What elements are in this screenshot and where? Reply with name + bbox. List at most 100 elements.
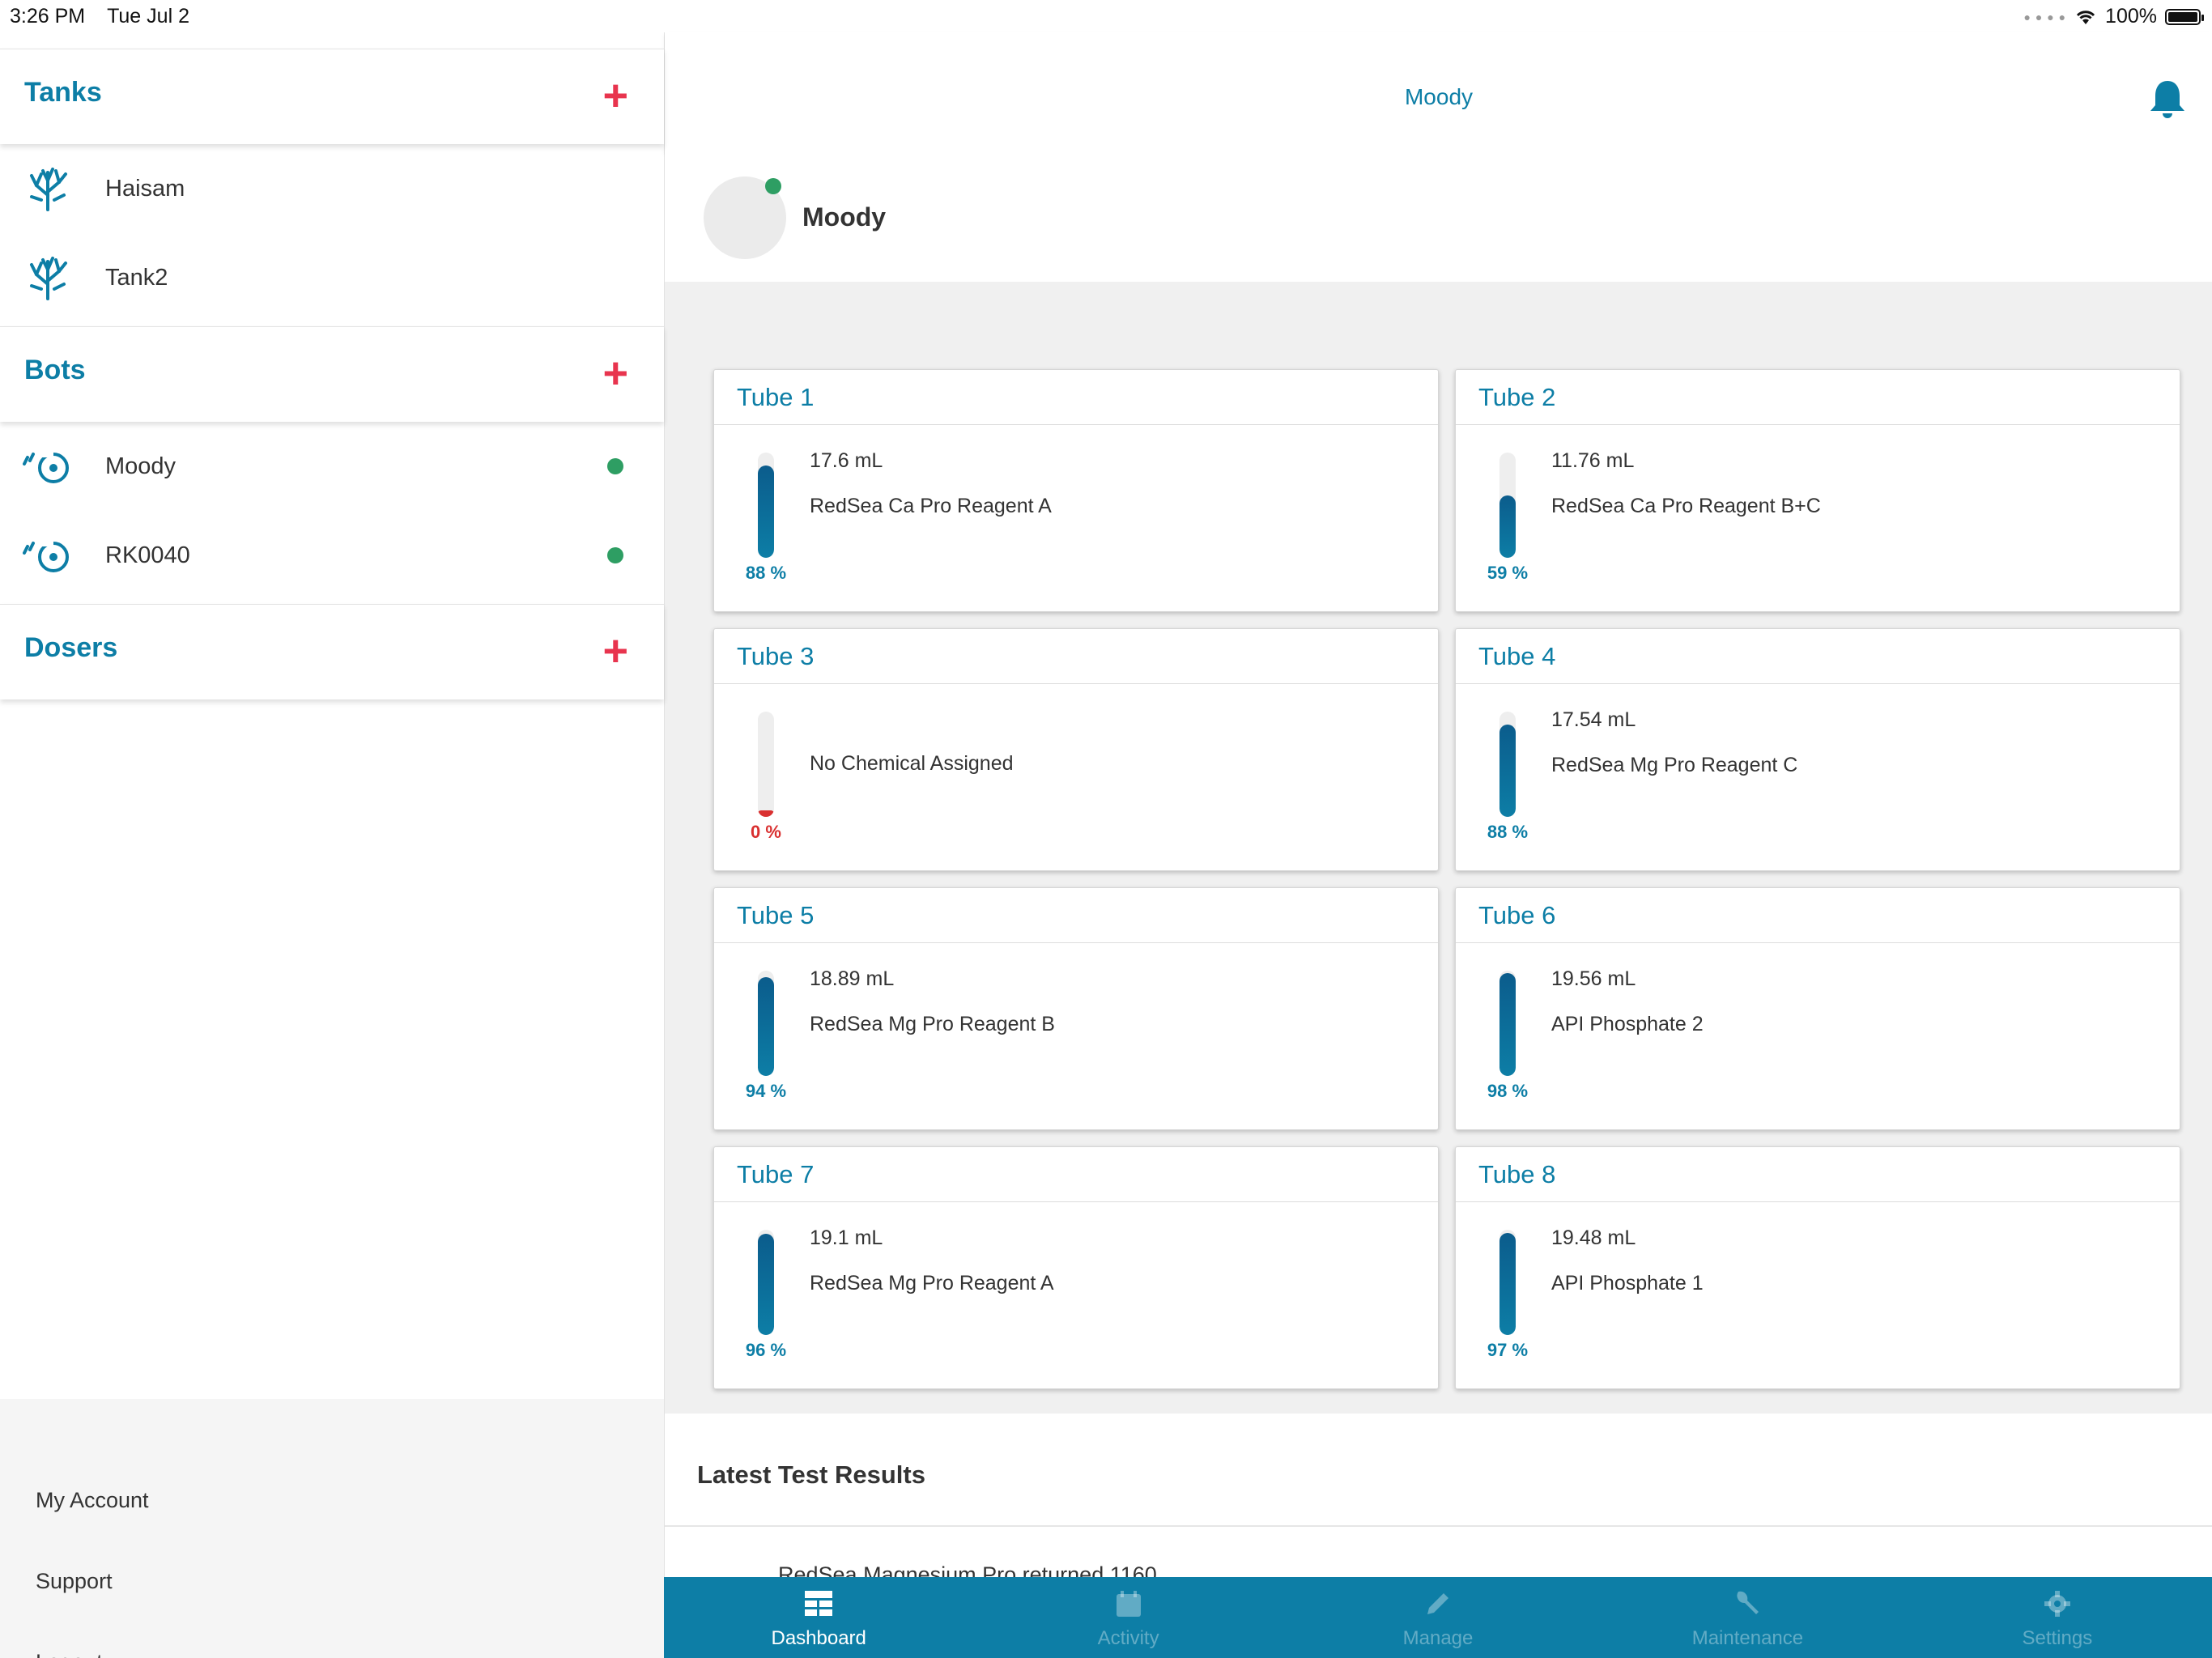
- coral-icon: [23, 253, 73, 303]
- tube-percent: 88 %: [1487, 822, 1529, 842]
- tab-manage[interactable]: Manage: [1283, 1577, 1593, 1658]
- tube-percent: 94 %: [745, 1081, 787, 1101]
- tanks-section-header: Tanks +: [0, 49, 664, 144]
- tube-card-4[interactable]: Tube 4 88 % 17.54 mL RedSea Mg Pro Reage…: [1455, 628, 2180, 871]
- online-status-dot: [765, 178, 781, 194]
- page-title: Moody: [1404, 84, 1474, 109]
- tube-volume: 19.48 mL: [1551, 1226, 1636, 1249]
- tab-maintenance[interactable]: Maintenance: [1593, 1577, 1902, 1658]
- tab-label: Activity: [1097, 1627, 1159, 1649]
- tube-volume: 18.89 mL: [810, 967, 895, 990]
- bots-section-header: Bots +: [0, 326, 664, 422]
- tube-title: Tube 5: [714, 888, 1438, 943]
- gear-icon: [2044, 1591, 2070, 1617]
- tube-chemical: RedSea Mg Pro Reagent A: [810, 1272, 1054, 1295]
- tube-chemical: RedSea Mg Pro Reagent B: [810, 1013, 1055, 1035]
- section-title-bots: Bots: [24, 355, 86, 385]
- tube-level-gauge: [758, 453, 774, 558]
- tube-chemical: RedSea Mg Pro Reagent C: [1551, 754, 1798, 776]
- tube-volume: 17.6 mL: [810, 449, 883, 472]
- tube-title: Tube 3: [714, 629, 1438, 684]
- tube-level-gauge: [758, 971, 774, 1076]
- dosers-section-header: Dosers +: [0, 604, 664, 699]
- tab-label: Manage: [1402, 1627, 1474, 1649]
- tube-chemical: RedSea Ca Pro Reagent A: [810, 495, 1052, 517]
- tube-percent: 59 %: [1487, 563, 1529, 583]
- online-status-dot: [607, 547, 623, 563]
- add-tank-button[interactable]: +: [602, 71, 628, 120]
- sidebar-item-label: Moody: [105, 453, 177, 479]
- main-content: Moody Moody Tube 1 88 % 17.6 mL RedSea C…: [664, 32, 2212, 1658]
- tube-percent: 97 %: [1487, 1340, 1529, 1360]
- my-account-link[interactable]: My Account: [36, 1488, 149, 1512]
- tube-level-gauge: [1499, 1230, 1516, 1335]
- bot-name: Moody: [802, 202, 887, 232]
- tube-percent: 0 %: [751, 822, 781, 842]
- tube-percent: 96 %: [745, 1340, 787, 1360]
- logout-link[interactable]: Logout: [36, 1650, 103, 1658]
- battery-percent: 100%: [2105, 5, 2157, 28]
- tube-level-gauge: [1499, 971, 1516, 1076]
- tube-title: Tube 7: [714, 1147, 1438, 1202]
- dashboard-icon: [805, 1591, 833, 1616]
- add-bot-button[interactable]: +: [602, 349, 628, 397]
- tube-card-3[interactable]: Tube 3 0 % No Chemical Assigned: [713, 628, 1439, 871]
- tube-card-1[interactable]: Tube 1 88 % 17.6 mL RedSea Ca Pro Reagen…: [713, 369, 1439, 612]
- pencil-icon: [1427, 1593, 1449, 1614]
- tube-card-2[interactable]: Tube 2 59 % 11.76 mL RedSea Ca Pro Reage…: [1455, 369, 2180, 612]
- tube-title: Tube 6: [1456, 888, 2180, 943]
- tube-chemical: No Chemical Assigned: [810, 752, 1014, 775]
- tab-settings[interactable]: Settings: [1903, 1577, 2212, 1658]
- sidebar-item-rk0040[interactable]: RK0040: [0, 511, 664, 600]
- add-doser-button[interactable]: +: [602, 627, 628, 675]
- bot-header: Moody: [665, 152, 2212, 282]
- top-bar: Moody: [665, 32, 2212, 152]
- tab-activity[interactable]: Activity: [973, 1577, 1283, 1658]
- section-title-tanks: Tanks: [24, 77, 102, 108]
- divider: [665, 1525, 2212, 1527]
- tube-card-8[interactable]: Tube 8 97 % 19.48 mL API Phosphate 1: [1455, 1146, 2180, 1389]
- sidebar-item-label: Tank2: [105, 264, 168, 291]
- bottom-tab-bar: Dashboard Activity Manage Maintenance Se…: [664, 1577, 2212, 1658]
- status-time: 3:26 PM: [10, 5, 86, 28]
- tube-level-gauge: [758, 712, 774, 817]
- sidebar-item-moody[interactable]: Moody: [0, 422, 664, 511]
- tube-title: Tube 8: [1456, 1147, 2180, 1202]
- bot-icon: [23, 530, 73, 580]
- bot-icon: [23, 441, 73, 491]
- tube-percent: 88 %: [745, 563, 787, 583]
- status-date: Tue Jul 2: [107, 5, 189, 28]
- tube-level-gauge: [758, 1230, 774, 1335]
- tube-card-6[interactable]: Tube 6 98 % 19.56 mL API Phosphate 2: [1455, 887, 2180, 1130]
- tube-title: Tube 1: [714, 370, 1438, 425]
- tab-label: Maintenance: [1691, 1627, 1804, 1649]
- tube-card-7[interactable]: Tube 7 96 % 19.1 mL RedSea Mg Pro Reagen…: [713, 1146, 1439, 1389]
- cellular-icon: ● ● ● ●: [2023, 10, 2067, 23]
- tube-volume: 11.76 mL: [1551, 449, 1635, 472]
- tube-level-gauge: [1499, 453, 1516, 558]
- sidebar-item-label: RK0040: [105, 542, 190, 568]
- tab-dashboard[interactable]: Dashboard: [664, 1577, 973, 1658]
- tube-volume: 19.1 mL: [810, 1226, 883, 1249]
- section-title-results: Latest Test Results: [697, 1460, 925, 1489]
- sidebar-item-label: Haisam: [105, 175, 185, 202]
- sidebar-item-tank2[interactable]: Tank2: [0, 233, 664, 322]
- tube-volume: 17.54 mL: [1551, 708, 1636, 731]
- tubes-grid: Tube 1 88 % 17.6 mL RedSea Ca Pro Reagen…: [665, 282, 2212, 1414]
- tube-title: Tube 2: [1456, 370, 2180, 425]
- support-link[interactable]: Support: [36, 1569, 113, 1593]
- tube-chemical: RedSea Ca Pro Reagent B+C: [1551, 495, 1821, 517]
- tube-percent: 98 %: [1487, 1081, 1529, 1101]
- sidebar-item-haisam[interactable]: Haisam: [0, 144, 664, 233]
- battery-icon: [2165, 8, 2204, 25]
- sidebar-footer: My Account Support Logout: [0, 1399, 664, 1658]
- calendar-icon: [1116, 1591, 1141, 1617]
- section-title-dosers: Dosers: [24, 632, 118, 663]
- tube-title: Tube 4: [1456, 629, 2180, 684]
- tube-card-5[interactable]: Tube 5 94 % 18.89 mL RedSea Mg Pro Reage…: [713, 887, 1439, 1130]
- coral-icon: [23, 164, 73, 214]
- wrench-icon: [1737, 1591, 1759, 1614]
- bell-icon[interactable]: [2146, 78, 2189, 120]
- tube-chemical: API Phosphate 1: [1551, 1272, 1704, 1295]
- tab-label: Settings: [2022, 1627, 2093, 1649]
